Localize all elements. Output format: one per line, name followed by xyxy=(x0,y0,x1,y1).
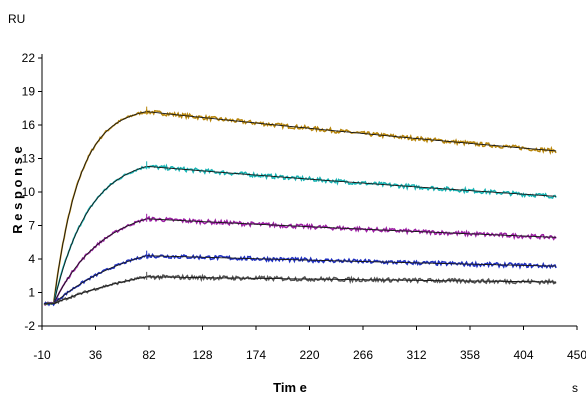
axis-layer: 22 19 16 13 10 7 4 1 -2 -10 36 82 128 174 220 266 312 358… xyxy=(22,51,586,362)
x-tick-label: 82 xyxy=(142,348,156,362)
y-tick-label: 1 xyxy=(28,286,35,300)
x-tick-label: 404 xyxy=(513,348,533,362)
series-2-measured-line xyxy=(43,163,557,306)
series-3-fit-line xyxy=(44,218,557,305)
x-axis-title: Tim e xyxy=(273,380,307,394)
series-5-measured-line xyxy=(44,273,557,306)
y-tick-label: 16 xyxy=(22,118,36,132)
x-tick-label: 312 xyxy=(406,348,426,362)
x-tick-label: 36 xyxy=(89,348,103,362)
x-unit-label: s xyxy=(572,381,578,394)
y-unit-label: RU xyxy=(8,12,25,26)
x-tick-label: 220 xyxy=(299,348,319,362)
x-tick-label: 174 xyxy=(246,348,266,362)
x-tick-label: 450 xyxy=(567,348,586,362)
x-tick-label: 128 xyxy=(192,348,212,362)
series-3-measured-line xyxy=(44,215,557,306)
y-tick-label: 10 xyxy=(22,185,36,199)
y-tick-label: 4 xyxy=(28,252,35,266)
x-tick-label: 266 xyxy=(353,348,373,362)
x-tick-label: -10 xyxy=(33,348,51,362)
y-tick-label: 19 xyxy=(22,85,36,99)
y-axis-title: R e s p o n s e xyxy=(10,146,25,233)
series-5-fit-line xyxy=(44,276,557,305)
series-4-fit-line xyxy=(44,255,557,305)
y-tick-label: -2 xyxy=(24,319,35,333)
series-1-fit-line xyxy=(44,111,557,305)
series-2-fit-line xyxy=(44,165,557,305)
series-layer xyxy=(43,106,557,307)
x-tick-label: 358 xyxy=(460,348,480,362)
series-1-measured-line xyxy=(43,108,557,306)
y-tick-label: 22 xyxy=(22,51,36,65)
y-tick-label: 13 xyxy=(22,152,36,166)
y-tick-label: 7 xyxy=(28,219,35,233)
